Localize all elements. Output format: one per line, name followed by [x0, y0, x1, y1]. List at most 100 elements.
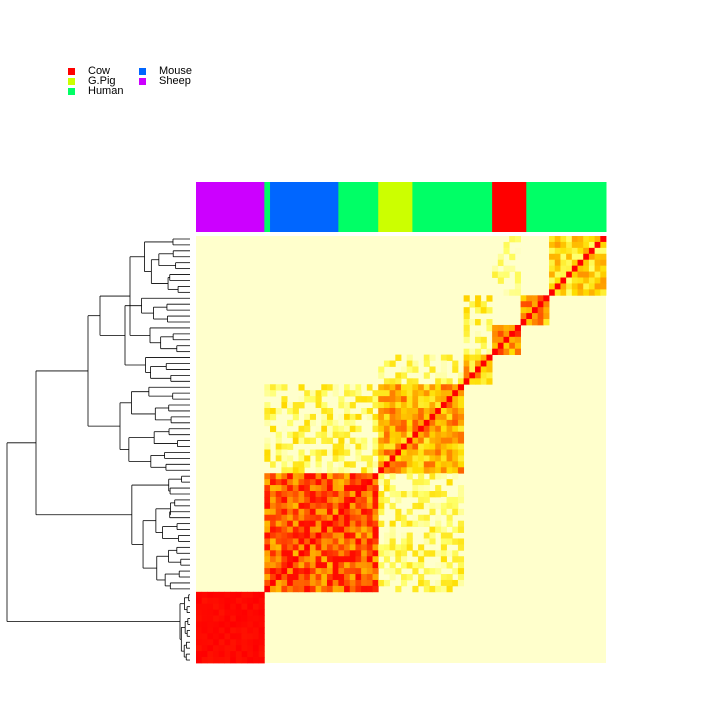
- heatmap-cell: [600, 266, 606, 272]
- heatmap-cell: [560, 289, 566, 295]
- heatmap-cell: [281, 533, 287, 539]
- heatmap-cell: [560, 260, 566, 266]
- heatmap-cell: [321, 574, 327, 580]
- heatmap-cell: [367, 538, 373, 544]
- heatmap-cell: [338, 509, 344, 515]
- heatmap-cell: [452, 538, 458, 544]
- heatmap-cell: [458, 402, 464, 408]
- heatmap-cell: [390, 426, 396, 432]
- heatmap-cell: [321, 538, 327, 544]
- heatmap-cell: [441, 444, 447, 450]
- heatmap-cell: [338, 515, 344, 521]
- heatmap-cell: [441, 503, 447, 509]
- heatmap-cell: [424, 432, 430, 438]
- heatmap-cell: [595, 236, 601, 242]
- heatmap-cell: [304, 515, 310, 521]
- heatmap-cell: [589, 289, 595, 295]
- heatmap-cell: [236, 657, 242, 663]
- heatmap-cell: [543, 319, 549, 325]
- heatmap-cell: [287, 574, 293, 580]
- heatmap-cell: [595, 278, 601, 284]
- heatmap-cell: [270, 568, 276, 574]
- heatmap-cell: [458, 568, 464, 574]
- heatmap-cell: [435, 491, 441, 497]
- heatmap-cell: [207, 639, 213, 645]
- heatmap-cell: [435, 396, 441, 402]
- heatmap-cell: [458, 378, 464, 384]
- heatmap-cell: [287, 586, 293, 592]
- heatmap-cell: [242, 657, 248, 663]
- heatmap-cell: [310, 509, 316, 515]
- heatmap-cell: [316, 515, 322, 521]
- heatmap-cell: [412, 503, 418, 509]
- heatmap-cell: [401, 396, 407, 402]
- heatmap-cell: [384, 533, 390, 539]
- heatmap-cell: [350, 473, 356, 479]
- heatmap-cell: [475, 366, 481, 372]
- heatmap-cell: [276, 538, 282, 544]
- heatmap-cell: [304, 497, 310, 503]
- heatmap-cell: [304, 455, 310, 461]
- heatmap-cell: [441, 509, 447, 515]
- heatmap-cell: [304, 562, 310, 568]
- heatmap-cell: [367, 384, 373, 390]
- heatmap-cell: [447, 402, 453, 408]
- heatmap-cell: [316, 461, 322, 467]
- heatmap-cell: [253, 604, 259, 610]
- heatmap-cell: [333, 384, 339, 390]
- heatmap-cell: [509, 236, 515, 242]
- heatmap-cell: [418, 503, 424, 509]
- heatmap-cell: [264, 556, 270, 562]
- heatmap-cell: [293, 408, 299, 414]
- heatmap-cell: [407, 402, 413, 408]
- heatmap-cell: [299, 396, 305, 402]
- heatmap-cell: [378, 414, 384, 420]
- heatmap-cell: [304, 538, 310, 544]
- heatmap-cell: [259, 621, 265, 627]
- heatmap-cell: [526, 307, 532, 313]
- heatmap-cell: [407, 455, 413, 461]
- heatmap-cell: [390, 384, 396, 390]
- heatmap-cell: [560, 248, 566, 254]
- heatmap-cell: [361, 550, 367, 556]
- heatmap-cell: [475, 295, 481, 301]
- heatmap-cell: [270, 485, 276, 491]
- heatmap-cell: [287, 568, 293, 574]
- heatmap-cell: [281, 556, 287, 562]
- heatmap-cell: [276, 473, 282, 479]
- heatmap-cell: [304, 396, 310, 402]
- heatmap-cell: [401, 366, 407, 372]
- heatmap-cell: [207, 598, 213, 604]
- heatmap-cell: [327, 556, 333, 562]
- heatmap-cell: [373, 586, 379, 592]
- heatmap-cell: [435, 550, 441, 556]
- heatmap-cell: [481, 319, 487, 325]
- heatmap-cell: [304, 485, 310, 491]
- heatmap-cell: [333, 450, 339, 456]
- heatmap-cell: [327, 580, 333, 586]
- heatmap-cell: [264, 580, 270, 586]
- heatmap-cell: [350, 390, 356, 396]
- heatmap-cell: [435, 521, 441, 527]
- heatmap-cell: [310, 491, 316, 497]
- heatmap-cell: [452, 384, 458, 390]
- heatmap-cell: [304, 473, 310, 479]
- heatmap-cell: [407, 390, 413, 396]
- heatmap-cell: [264, 473, 270, 479]
- heatmap-cell: [424, 396, 430, 402]
- heatmap-cell: [549, 272, 555, 278]
- heatmap-cell: [429, 426, 435, 432]
- heatmap-cell: [464, 337, 470, 343]
- heatmap-cell: [287, 420, 293, 426]
- heatmap-cell: [390, 562, 396, 568]
- heatmap-cell: [230, 621, 236, 627]
- heatmap-cell: [504, 349, 510, 355]
- heatmap-cell: [350, 509, 356, 515]
- heatmap-cell: [566, 272, 572, 278]
- heatmap-cell: [327, 503, 333, 509]
- heatmap-cell: [504, 343, 510, 349]
- heatmap-cell: [515, 331, 521, 337]
- heatmap-cell: [600, 272, 606, 278]
- heatmap-cell: [276, 444, 282, 450]
- heatmap-cell: [293, 497, 299, 503]
